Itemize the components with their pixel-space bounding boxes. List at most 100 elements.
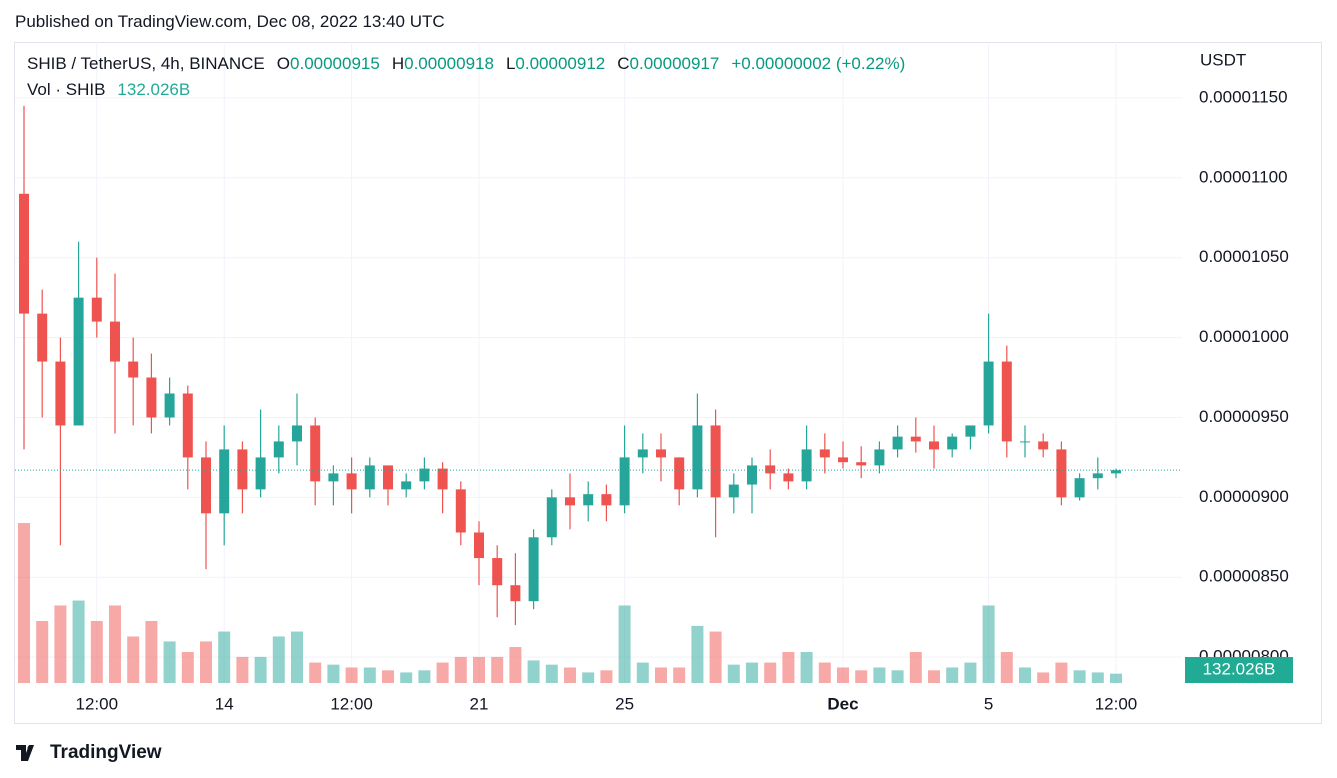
volume-bar [1000,651,1013,683]
volume-bar [636,662,649,683]
candle-body [1020,441,1030,443]
volume-bar [746,662,758,683]
high-label: H [391,54,405,73]
candle-body [1074,478,1085,498]
candle-body [346,473,357,490]
x-tick-label: 14 [215,694,234,713]
volume-bar [1019,667,1031,683]
y-tick-label: 0.00001100 [1199,167,1288,186]
volume-bar [1037,672,1050,683]
candle-body [455,489,466,533]
volume-bar [291,631,303,683]
candle-body [328,473,339,482]
volume-bar [891,670,904,683]
y-tick-label: 0.00000950 [1199,407,1289,426]
candle-body [565,497,575,506]
x-tick-label: Dec [827,694,858,713]
candle-body [947,436,958,450]
volume-bar [691,625,704,683]
volume-bar [564,667,576,683]
volume-bar [382,670,394,683]
volume-badge-label: 132.026B [1203,659,1276,678]
x-tick-label: 25 [615,694,634,713]
candle-body [437,468,448,490]
candle-body [874,449,885,466]
volume-bar [127,636,140,683]
candle-body [474,532,484,559]
candle-body [674,457,685,490]
candle-body [1111,470,1121,474]
volume-bar [90,620,103,683]
volume-bar [1073,670,1086,683]
volume-bar [709,631,722,683]
high-value: 0.00000918 [404,54,494,73]
symbol: SHIB / TetherUS, 4h, BINANCE [27,54,265,73]
candle-body [728,484,739,498]
open-label: O [276,54,291,73]
candle-body [819,449,830,458]
close-label: C [617,54,630,73]
volume-bar [673,667,686,683]
volume-bar [200,641,212,683]
volume-bar [818,662,831,683]
candle-body [273,441,284,458]
candle-body [73,297,84,426]
candle-body [528,537,539,602]
y-tick-label: 0.00001150 [1199,87,1288,106]
volume-bar [600,670,613,683]
candle-body [492,558,503,586]
volume-bar [18,523,30,683]
candle-body [219,449,230,514]
x-tick-label: 21 [470,694,489,713]
volume-title: Vol · SHIB [27,80,106,99]
volume-bar [491,656,504,683]
candle-body [783,473,794,482]
candle-body [892,436,903,450]
candle-body [419,468,430,482]
candle-body [182,393,193,458]
candle-body [401,481,412,490]
brand: TradingView [50,742,162,763]
candle-body [510,585,521,602]
volume-bar [618,605,631,683]
y-tick-label: 0.00000900 [1199,487,1289,506]
volume-bar [782,651,795,683]
low-label: L [505,54,516,73]
volume-value: 132.026B [117,80,191,99]
chart-frame [14,42,1322,724]
volume-bar [436,662,449,683]
volume-bar [309,662,322,683]
x-tick-label: 12:00 [330,694,373,713]
volume-bar [655,667,667,683]
candle-body [856,462,867,466]
low-value: 0.00000912 [515,54,606,73]
candle-body [619,457,630,506]
volume-bar [509,647,522,683]
candle-body [19,193,29,314]
candle-body [310,425,321,482]
volume-bar [1055,662,1068,683]
candle-body [237,449,248,490]
volume-bar [400,672,413,683]
open-value: 0.00000915 [290,54,380,73]
volume-bar [527,660,540,683]
x-tick-label: 12:00 [76,694,119,713]
volume-bar [800,651,813,683]
volume-bar [1091,672,1104,683]
volume-bar [72,600,85,683]
volume-bar [727,664,740,683]
legend-row: SHIB / TetherUS, 4h, BINANCE O 0.0000091… [27,54,905,74]
candle-body [710,425,721,498]
candle-body [364,465,375,490]
candle-body [601,494,612,506]
close-value: 0.00000917 [629,54,720,73]
candle-body [546,497,557,538]
y-tick-label: 0.00001050 [1199,247,1289,266]
volume-bar [145,620,158,683]
volume-bar [345,667,358,683]
candle-body [656,449,666,458]
volume-bar [1110,673,1122,683]
candle-body [1001,361,1012,442]
